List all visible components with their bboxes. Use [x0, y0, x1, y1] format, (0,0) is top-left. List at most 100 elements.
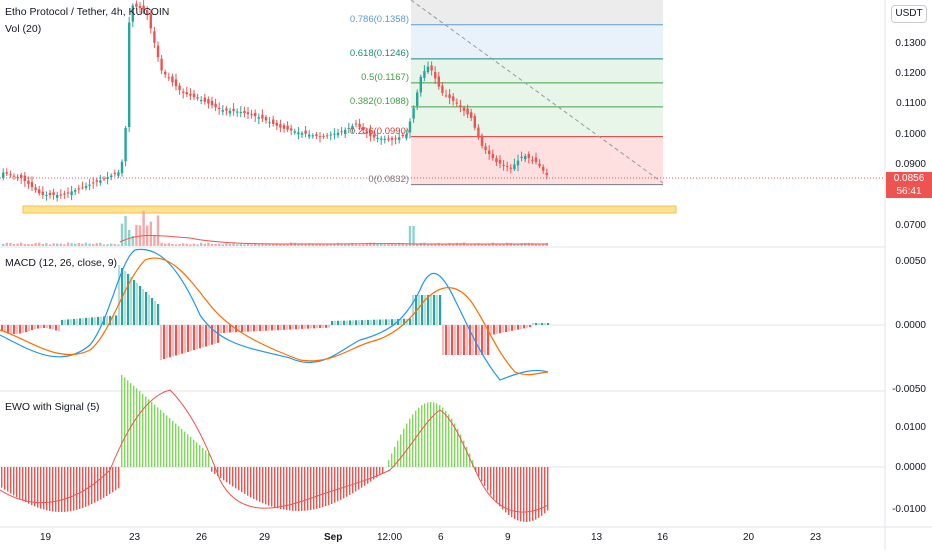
volume-bar: [484, 244, 487, 246]
volume-bars: [2, 210, 548, 246]
volume-bar: [149, 221, 152, 246]
candlesticks[interactable]: [2, 0, 548, 202]
macd-legend[interactable]: MACD (12, 26, close, 9): [5, 257, 118, 269]
volume-bar: [16, 243, 19, 246]
volume-bar: [344, 243, 347, 246]
ewo-bar: [496, 467, 498, 503]
volume-bar: [156, 215, 160, 246]
volume-bar: [412, 226, 415, 246]
ewo-legend[interactable]: EWO with Signal (5): [5, 401, 100, 413]
candle-body: [491, 154, 494, 159]
ewo-bar: [457, 428, 459, 467]
volume-bar: [135, 224, 138, 246]
volume-bar: [77, 243, 80, 246]
candle-body: [524, 156, 527, 160]
macd-histogram-bar: [457, 325, 460, 355]
ewo-bar: [25, 467, 27, 503]
currency-selector[interactable]: USDT: [891, 5, 927, 23]
ewo-bar: [412, 414, 414, 467]
price-tick: 0.1000: [895, 129, 926, 140]
ewo-bar: [208, 453, 210, 467]
ewo-bar: [547, 467, 549, 511]
candle-body: [59, 194, 62, 196]
price-tick: 0.1200: [895, 68, 926, 79]
volume-bar: [531, 243, 534, 246]
candle-body: [207, 98, 210, 104]
macd-histogram-bar: [334, 320, 337, 325]
ewo-bar: [334, 467, 336, 503]
trend-line[interactable]: [410, 0, 664, 184]
volume-bar: [117, 244, 120, 246]
candle-body: [264, 117, 268, 121]
candle-body: [117, 172, 120, 176]
candle-body: [146, 10, 149, 14]
time-tick: 13: [591, 532, 603, 543]
ewo-bar: [178, 426, 180, 467]
macd-histogram-bar: [508, 325, 511, 332]
volume-bar: [336, 242, 340, 246]
fibonacci-retracement[interactable]: [411, 0, 663, 186]
ewo-bar: [13, 467, 15, 496]
ewo-bar: [193, 439, 195, 467]
ewo-bar: [367, 467, 369, 484]
volume-bar: [228, 243, 232, 246]
volume-bar: [542, 243, 545, 246]
volume-bar: [326, 244, 329, 246]
macd-histogram-bar: [127, 274, 130, 325]
ewo-bar: [373, 467, 375, 480]
candle-body: [290, 128, 293, 131]
fib-band: [411, 106, 663, 137]
candle-body: [232, 108, 235, 112]
candle-body: [448, 94, 451, 99]
candle-body: [63, 193, 66, 195]
candle-body: [52, 192, 55, 195]
volume-bar: [239, 243, 242, 246]
candle-body: [430, 65, 433, 71]
volume-bar: [419, 243, 422, 246]
volume-bar: [430, 243, 433, 246]
time-tick: 20: [743, 532, 755, 543]
ewo-bar: [475, 467, 477, 472]
volume-bar: [192, 243, 196, 246]
macd-histogram-bar: [367, 319, 370, 325]
time-tick: 29: [259, 532, 271, 543]
candle-body: [412, 108, 415, 119]
candle-body: [473, 115, 476, 128]
candle-body: [304, 130, 307, 134]
candle-body: [243, 110, 246, 113]
ewo-bar: [124, 377, 126, 467]
candle-body: [344, 129, 347, 134]
ewo-signal-line: [0, 389, 549, 513]
symbol-title[interactable]: Etho Protocol / Tether, 4h, KUCOIN: [5, 6, 170, 18]
macd-histogram-bar: [148, 295, 151, 325]
fib-level-label: 0.786(0.1358): [349, 13, 409, 25]
macd-histogram-bar: [154, 301, 157, 325]
volume-bar: [300, 243, 304, 246]
ewo-bar: [106, 467, 108, 496]
volume-bar: [480, 244, 484, 246]
ewo-bar: [433, 402, 435, 467]
volume-bar: [203, 243, 206, 246]
macd-histogram-bar: [511, 325, 514, 331]
macd-histogram-bar: [304, 325, 307, 329]
ewo-bar: [100, 467, 102, 500]
macd-histogram-bar: [115, 315, 118, 325]
volume-bar: [106, 244, 109, 246]
macd-histogram-bar: [169, 325, 172, 358]
candle-body: [178, 85, 181, 91]
volume-bar: [398, 242, 401, 246]
support-zone[interactable]: [0, 177, 885, 214]
volume-bar: [495, 244, 498, 246]
macd-histogram-bar: [418, 295, 421, 325]
volume-legend[interactable]: Vol (20): [5, 23, 42, 35]
ewo-bar: [46, 467, 48, 511]
macd-pane[interactable]: [0, 248, 885, 381]
candle-body: [358, 123, 361, 127]
macd-histogram-bar: [295, 325, 298, 330]
ewo-pane[interactable]: [0, 374, 885, 522]
ewo-bar: [175, 423, 177, 467]
macd-histogram-bar: [301, 325, 304, 329]
ewo-bar: [133, 385, 135, 467]
